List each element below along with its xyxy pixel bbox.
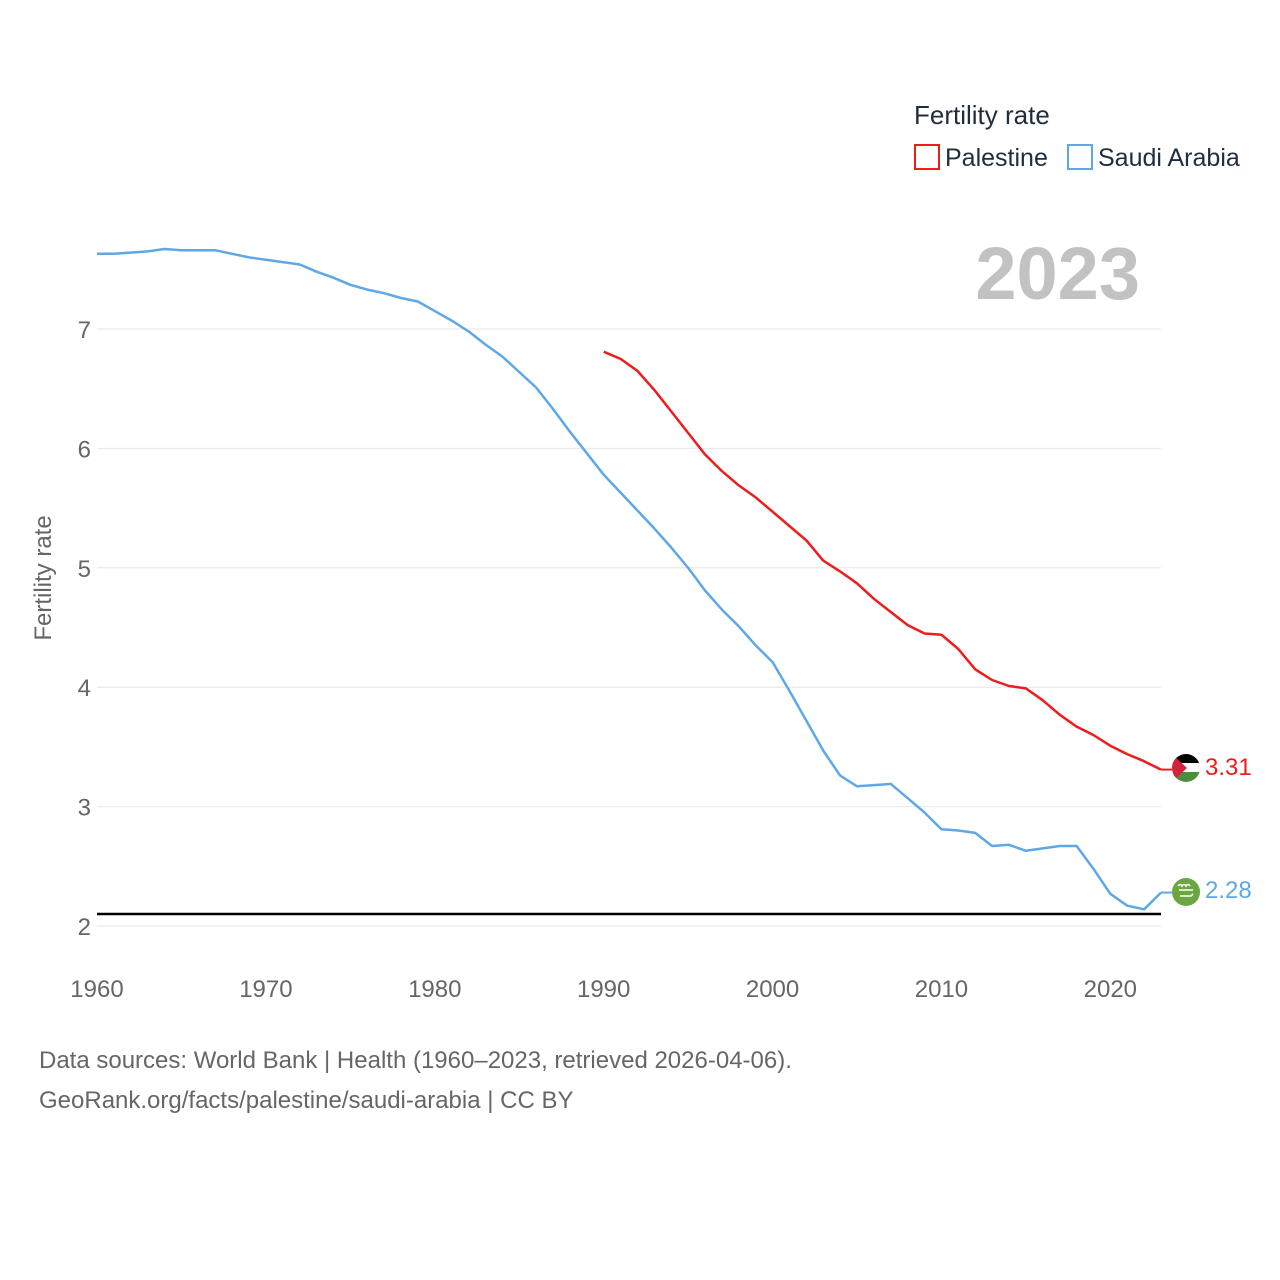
y-axis-ticks: 2 3 4 5 6 7 xyxy=(78,317,91,941)
grid-lines xyxy=(97,328,1161,927)
x-axis-ticks: 1960 1970 1980 1990 2000 2010 2020 xyxy=(70,976,1137,1003)
y-tick-label: 7 xyxy=(78,317,91,344)
y-axis-title: Fertility rate xyxy=(30,515,57,640)
x-tick-label: 2020 xyxy=(1084,976,1137,1003)
y-tick-label: 3 xyxy=(78,795,91,822)
legend-title: Fertility rate xyxy=(914,100,1050,130)
x-tick-label: 1970 xyxy=(239,976,292,1003)
legend-label-saudi-arabia[interactable]: Saudi Arabia xyxy=(1098,144,1240,172)
x-tick-label: 1960 xyxy=(70,976,123,1003)
legend-swatch-saudi-arabia[interactable] xyxy=(1067,144,1093,170)
y-tick-label: 5 xyxy=(78,556,91,583)
palestine-end-value: 3.31 xyxy=(1205,754,1252,781)
saudi-arabia-end-value: 2.28 xyxy=(1205,877,1252,904)
x-tick-label: 1990 xyxy=(577,976,630,1003)
y-tick-label: 2 xyxy=(78,914,91,941)
source-url-line[interactable]: GeoRank.org/facts/palestine/saudi-arabia… xyxy=(39,1087,574,1114)
series-line-palestine[interactable] xyxy=(603,350,1162,771)
series-line-saudi[interactable] xyxy=(97,247,1162,911)
y-tick-label: 6 xyxy=(78,436,91,463)
data-source-line: Data sources: World Bank | Health (1960–… xyxy=(39,1047,792,1074)
x-tick-label: 2010 xyxy=(915,976,968,1003)
current-year-label: 2023 xyxy=(975,232,1140,315)
legend-label-palestine[interactable]: Palestine xyxy=(945,144,1048,172)
palestine-flag-icon[interactable] xyxy=(1172,754,1200,783)
legend: Fertility rate Palestine Saudi Arabia xyxy=(914,100,1240,172)
x-tick-label: 1980 xyxy=(408,976,461,1003)
y-tick-label: 4 xyxy=(78,675,91,702)
saudi-arabia-flag-icon[interactable] xyxy=(1172,878,1200,906)
legend-swatch-palestine[interactable] xyxy=(914,144,940,170)
x-tick-label: 2000 xyxy=(746,976,799,1003)
series-lines xyxy=(97,247,1172,911)
